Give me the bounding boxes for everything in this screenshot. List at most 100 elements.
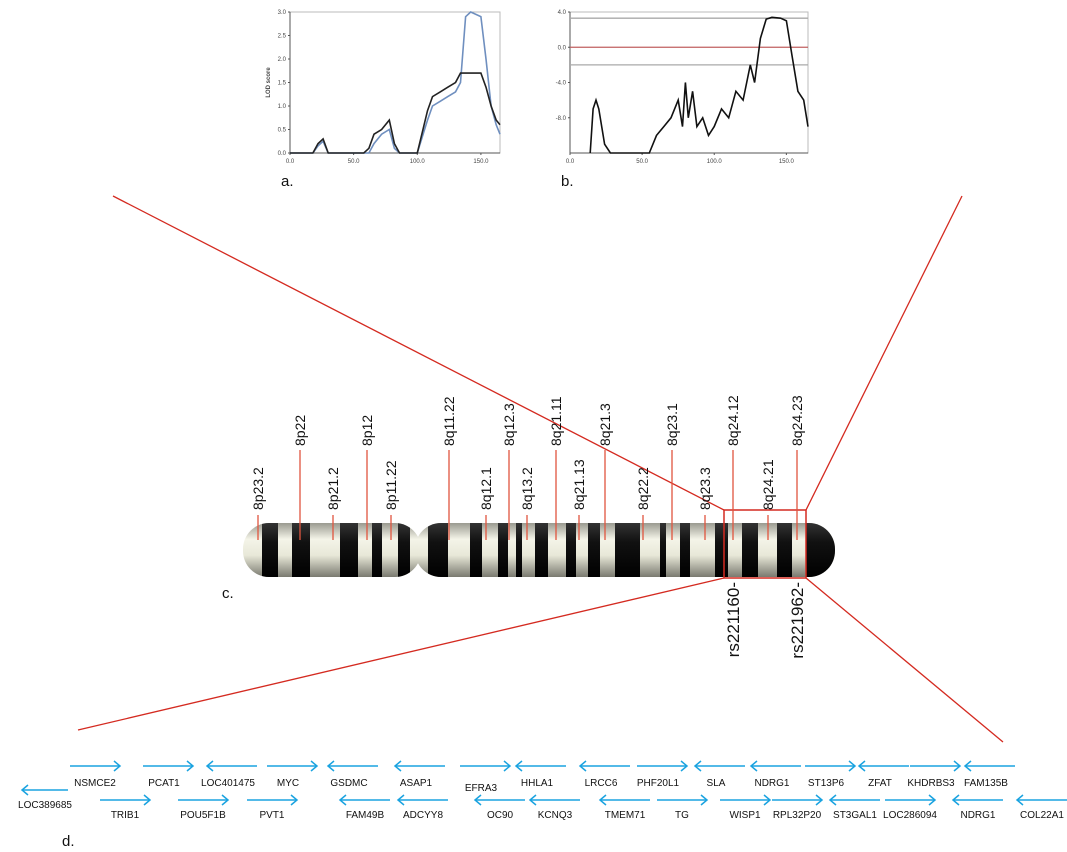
data-line xyxy=(290,11,501,154)
gene-arrow xyxy=(267,760,319,772)
gene-arrow xyxy=(805,760,857,772)
gene-label: LOC389685 xyxy=(18,800,72,811)
gene-label: HHLA1 xyxy=(521,778,554,789)
band-label: 8q11.22 xyxy=(441,396,457,446)
gene-arrow xyxy=(749,760,801,772)
dark-band xyxy=(566,523,576,577)
x-tick-label: 100.0 xyxy=(707,159,723,165)
band-label: 8q24.12 xyxy=(725,395,741,446)
y-tick-label: 3.0 xyxy=(278,10,287,16)
data-line xyxy=(589,16,809,154)
panel-label: c. xyxy=(222,585,234,602)
gene-label: LOC401475 xyxy=(201,778,255,789)
band-label: 8q24.21 xyxy=(760,459,776,510)
y-tick-label: 0.0 xyxy=(558,45,567,51)
arrow-head xyxy=(749,760,758,772)
arrow-head xyxy=(598,794,607,806)
band-label: 8q12.1 xyxy=(478,467,494,510)
arrow-head xyxy=(186,760,195,772)
gene-arrow xyxy=(885,794,937,806)
dark-band xyxy=(715,523,728,577)
dark-band xyxy=(516,523,522,577)
gene-arrow xyxy=(396,794,448,806)
gene-arrow xyxy=(951,794,1003,806)
band-label: 8q13.2 xyxy=(519,467,535,510)
gene-label: TMEM71 xyxy=(605,810,646,821)
gene-arrow xyxy=(693,760,745,772)
gene-label: POU5F1B xyxy=(180,810,226,821)
y-tick-label: 1.0 xyxy=(278,104,287,110)
band-label: 8q24.23 xyxy=(789,395,805,446)
gene-arrow xyxy=(326,760,378,772)
arrow-head xyxy=(503,760,512,772)
dark-band xyxy=(398,523,410,577)
arrow-head xyxy=(473,794,482,806)
gene-label: PVT1 xyxy=(259,810,284,821)
arrow-head xyxy=(396,794,405,806)
band-label: 8q23.3 xyxy=(697,467,713,510)
dark-band xyxy=(777,523,792,577)
dark-band xyxy=(428,523,448,577)
band-label: 8p21.2 xyxy=(325,467,341,510)
gene-label: ST3GAL1 xyxy=(833,810,877,821)
x-tick-label: 150.0 xyxy=(473,159,489,165)
panel-label: b. xyxy=(561,173,574,190)
dark-band xyxy=(292,523,310,577)
arrow-head xyxy=(951,794,960,806)
arrow-head xyxy=(857,760,866,772)
arrow-head xyxy=(693,760,702,772)
x-tick-label: 0.0 xyxy=(566,159,575,165)
arrow-head xyxy=(113,760,122,772)
marker-label: rs221160- xyxy=(724,582,743,657)
arrow-head xyxy=(205,760,214,772)
gene-label: SLA xyxy=(707,778,726,789)
arrow-head xyxy=(578,760,587,772)
p-arm-bands xyxy=(262,523,410,577)
gene-arrow xyxy=(338,794,390,806)
gene-arrow xyxy=(598,794,650,806)
gene-label: NDRG1 xyxy=(754,778,789,789)
y-tick-label: 1.5 xyxy=(278,81,287,87)
gene-arrow xyxy=(857,760,909,772)
gene-arrow xyxy=(178,794,230,806)
marker-label: rs221962- xyxy=(788,582,807,659)
arrow-head xyxy=(680,760,689,772)
gene-arrow xyxy=(247,794,299,806)
gene-label: MYC xyxy=(277,778,299,789)
arrow-head xyxy=(815,794,824,806)
x-tick-label: 50.0 xyxy=(348,159,360,165)
arrow-head xyxy=(393,760,402,772)
arrow-head xyxy=(326,760,335,772)
zoom-box xyxy=(723,509,807,579)
gene-arrow xyxy=(1015,794,1067,806)
y-tick-label: 4.0 xyxy=(558,10,567,16)
gene-label: ZFAT xyxy=(868,778,892,789)
x-tick-label: 150.0 xyxy=(779,159,795,165)
data-line xyxy=(290,72,501,154)
gene-label: LOC286094 xyxy=(883,810,937,821)
gene-arrow xyxy=(473,794,525,806)
x-tick-label: 50.0 xyxy=(636,159,648,165)
gene-arrow xyxy=(143,760,195,772)
gene-arrow xyxy=(528,794,580,806)
gene-label: FAM135B xyxy=(964,778,1008,789)
dark-band xyxy=(742,523,758,577)
band-label: 8q23.1 xyxy=(664,403,680,446)
gene-arrow xyxy=(657,794,709,806)
dark-band xyxy=(372,523,382,577)
x-tick-label: 0.0 xyxy=(286,159,295,165)
gene-arrow xyxy=(772,794,824,806)
dark-band xyxy=(470,523,482,577)
gene-label: GSDMC xyxy=(330,778,367,789)
plot-frame xyxy=(569,11,809,154)
gene-label: PHF20L1 xyxy=(637,778,680,789)
dark-band xyxy=(660,523,666,577)
band-label: 8q21.11 xyxy=(548,396,564,446)
band-label: 8p22 xyxy=(292,415,308,446)
gene-arrow xyxy=(828,794,880,806)
gene-label: TG xyxy=(675,810,689,821)
arrow-head xyxy=(848,760,857,772)
chromosome xyxy=(243,523,835,577)
band-label: 8p12 xyxy=(359,415,375,446)
